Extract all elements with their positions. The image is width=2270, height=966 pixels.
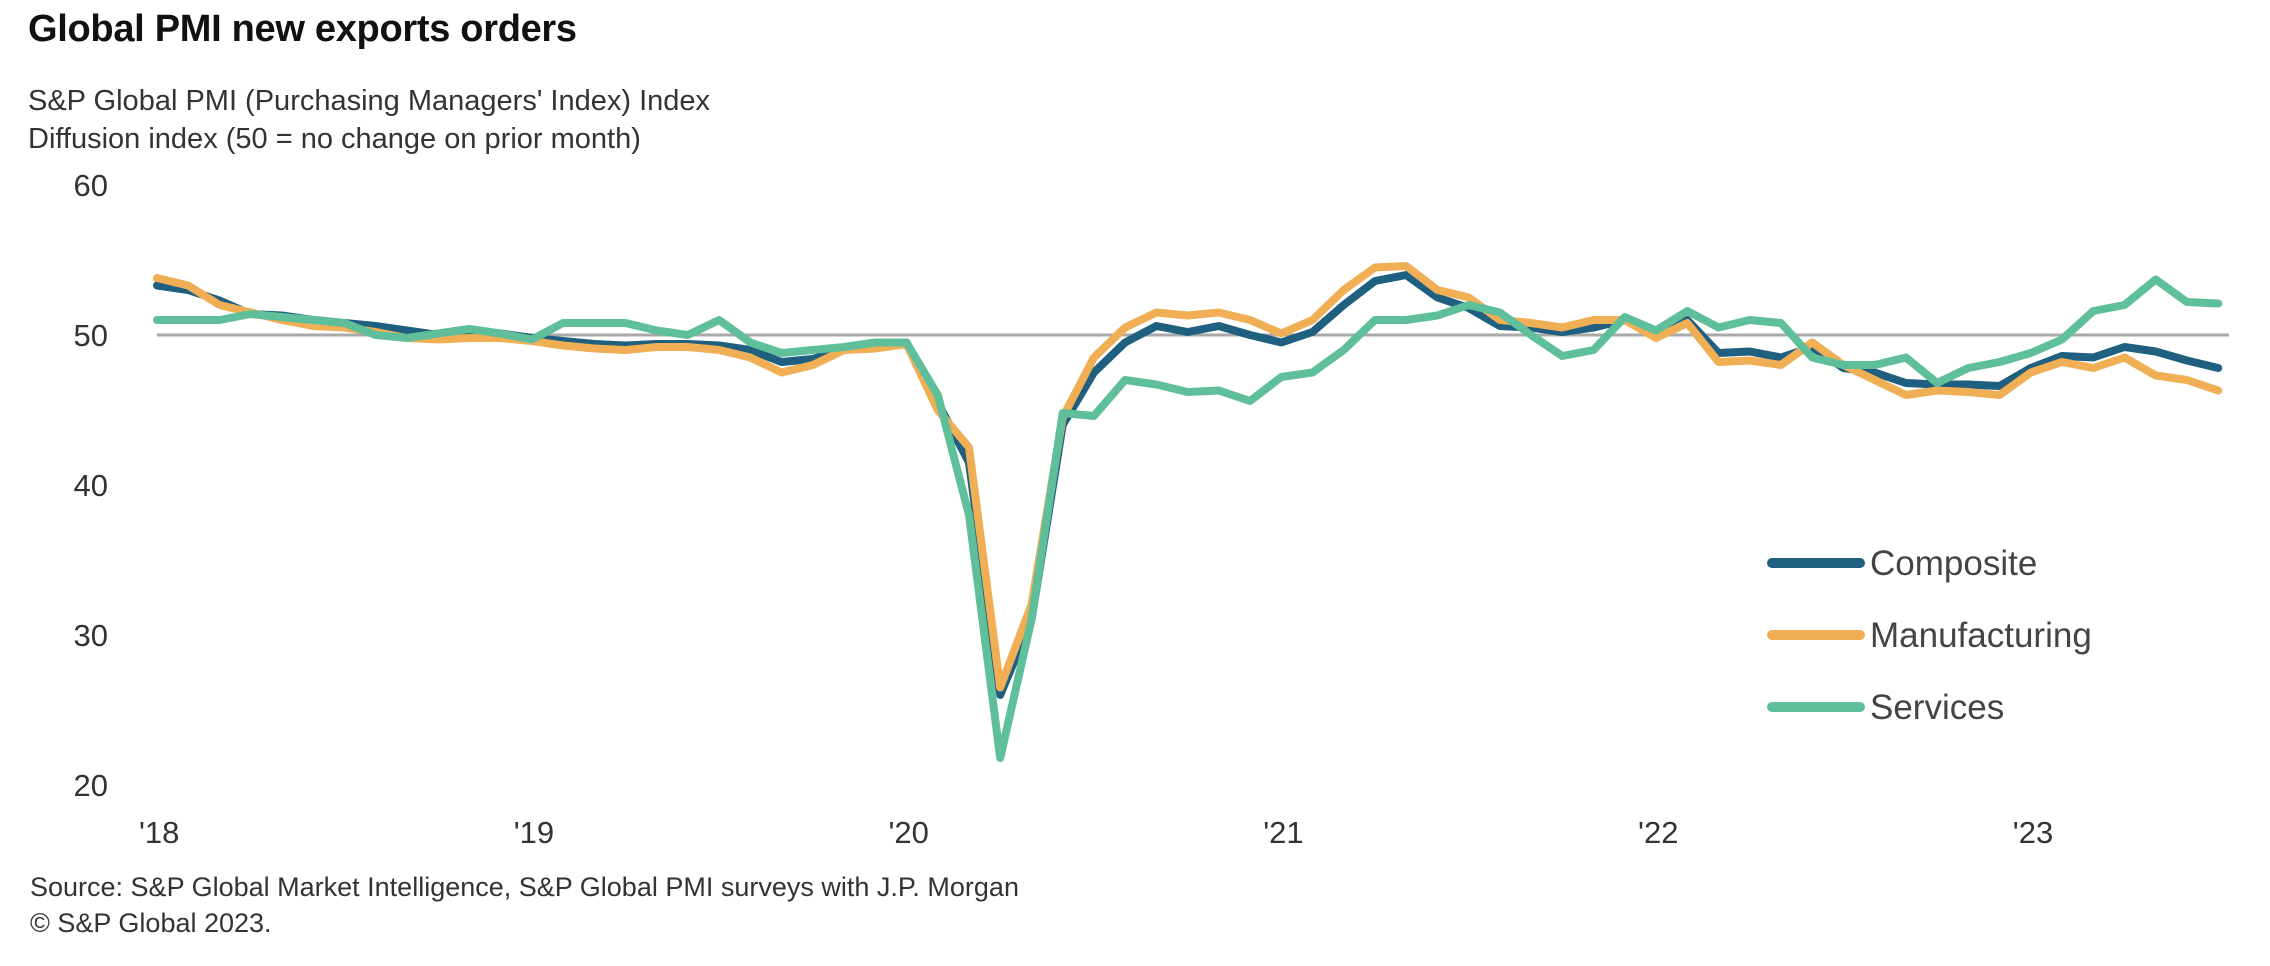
- source-note: Source: S&P Global Market Intelligence, …: [30, 872, 1019, 902]
- series-line-manufacturing: [153, 262, 2223, 692]
- series-line-services: [153, 275, 2223, 762]
- x-tick-label: '21: [1263, 815, 1303, 850]
- y-axis: 60 50 40 30 20: [74, 168, 108, 803]
- y-tick-label: 50: [74, 318, 108, 353]
- copyright-note: © S&P Global 2023.: [30, 908, 272, 938]
- x-tick-label: '23: [2013, 815, 2053, 850]
- x-tick-label: '18: [139, 815, 179, 850]
- y-tick-label: 30: [74, 618, 108, 653]
- legend-label-manufacturing: Manufacturing: [1870, 616, 2092, 655]
- y-tick-label: 20: [74, 768, 108, 803]
- series-lines: [153, 262, 2223, 762]
- y-tick-label: 60: [74, 168, 108, 203]
- chart-subtitle: S&P Global PMI (Purchasing Managers' Ind…: [28, 85, 711, 117]
- x-tick-label: '20: [889, 815, 929, 850]
- y-tick-label: 40: [74, 468, 108, 503]
- chart-title: Global PMI new exports orders: [28, 8, 577, 50]
- x-axis: '18 '19 '20 '21 '22 '23: [139, 815, 2053, 850]
- legend-label-services: Services: [1870, 688, 2004, 727]
- chart-unit-note: Diffusion index (50 = no change on prior…: [28, 123, 641, 155]
- legend-label-composite: Composite: [1870, 544, 2037, 583]
- legend: Composite Manufacturing Services: [1767, 544, 2092, 727]
- x-tick-label: '19: [514, 815, 554, 850]
- x-tick-label: '22: [1638, 815, 1678, 850]
